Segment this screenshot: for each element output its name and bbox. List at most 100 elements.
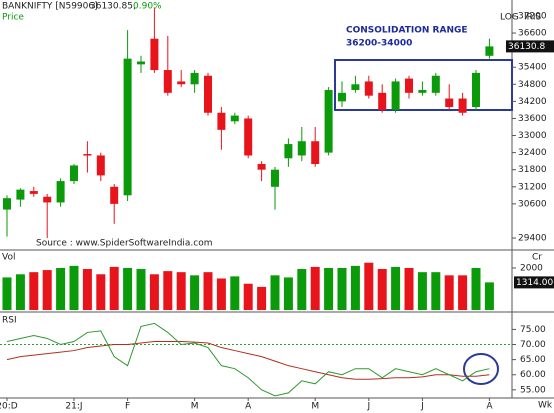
candle-body [431,75,440,93]
candle-body [418,89,427,93]
candle-body [3,198,11,210]
source: Source : www.SpiderSoftwareIndia.com [36,239,213,249]
x-tick-label: J [366,402,370,412]
candle-body [16,189,25,200]
y-tick-label: 30600 [518,199,547,209]
volume-bar [310,266,320,310]
candle-body [324,89,333,153]
scale-mode: LOG [500,13,519,23]
x-tick-label: 21:J [65,402,82,412]
volume-bar [257,286,267,310]
volume-bar [484,282,494,310]
candle-body [271,169,279,187]
volume-bar [377,269,387,310]
volume-bar [391,266,401,310]
volume-bar [29,272,39,310]
candle-body [391,81,400,110]
volume-bar [2,277,12,310]
volume-bar [350,265,360,310]
candle-body [297,141,306,156]
last-price-box [506,40,554,53]
candle-body [445,98,454,108]
candle-body [137,61,145,65]
candle-body [257,164,266,170]
symbol: BANKNIFTY [N59906] [2,2,98,12]
candle-body [177,81,186,85]
candle-body [123,58,132,196]
volume-bar [96,274,106,310]
candle-body [338,92,346,102]
candle-body [110,186,119,204]
rsi-tick-label: 55.00 [520,385,546,395]
volume-bar [230,276,240,310]
y-tick-label: 32400 [518,148,547,158]
y-tick-label: 29400 [518,234,547,244]
volume-bar [176,272,186,310]
candle-body [217,112,226,130]
x-tick-label: M [191,402,199,412]
x-tick-label: A [486,402,493,412]
candle-body [351,84,360,90]
candle-body [56,181,65,203]
candle-body [230,115,239,122]
volume-last-label: 1314.00 [516,278,553,288]
candle-body [378,92,387,110]
candle-body [29,191,38,194]
volume-bar [42,270,52,310]
volume-bar [149,274,159,310]
candle-body [284,144,293,159]
volume-bar [444,275,454,310]
candle-body [485,46,494,56]
volume-bar [458,275,468,310]
rsi-tick-label: 70.00 [520,340,546,350]
x-tick-label: J [420,402,424,412]
y-tick-label: 31800 [518,165,547,175]
rsi-line [6,322,490,397]
candle-body [83,154,92,156]
volume-bar [324,267,334,310]
volume-bar [431,272,441,310]
volume-bar [243,283,253,310]
y-tick-label: 34200 [518,97,547,107]
consolidation-box [334,59,513,111]
volume-bar [297,269,307,310]
y-tick-label: 31200 [518,182,547,192]
volume-tick-label: 2000 [520,263,543,273]
y-tick-label: 34800 [518,80,547,90]
candle-body [405,78,413,93]
candle-body [472,72,480,108]
period: Wk [538,401,553,411]
volume-bar [417,272,427,310]
volume-unit: Cr [532,253,542,263]
y-tick-label: 36600 [518,29,547,39]
y-tick-label: 35400 [518,63,547,73]
volume-bar [337,267,347,310]
volume-bar [270,275,280,310]
x-tick-label: M [311,402,319,412]
rsi-label: RSI [2,316,17,326]
rsi_ma-line [6,340,490,380]
candle-body [311,141,320,165]
last-price: 36130.85, [90,2,136,12]
change: 0.90% [133,2,162,12]
rsi-tick-label: 65.00 [520,355,546,365]
rsi-tick-label: 60.00 [520,370,546,380]
candle-body [244,118,253,156]
volume-bar [216,278,226,310]
candle-body [150,38,159,71]
volume-bar [56,267,66,310]
x-tick-label: A [245,402,252,412]
volume-bar [364,262,374,310]
volume-bar [15,274,25,310]
volume-bar [190,275,200,310]
candle-body [190,72,199,85]
x-tick-label: 20:D [0,402,18,412]
candle-body [70,165,78,182]
highlight-circle [463,353,499,385]
volume-bar [109,266,119,310]
annotation-range: 36200-34000 [346,39,412,49]
volume-bar [203,272,213,310]
volume-bar [136,269,146,310]
